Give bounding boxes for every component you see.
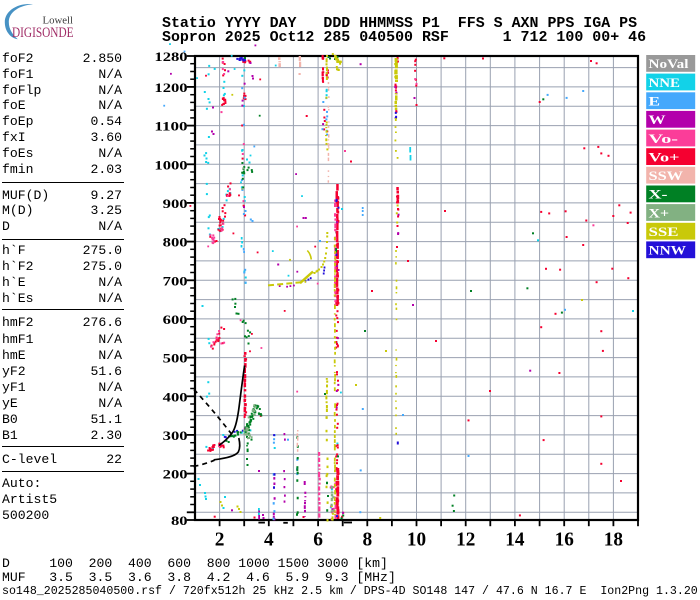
svg-text:12: 12	[456, 529, 475, 550]
svg-text:DIGISONDE: DIGISONDE	[12, 24, 74, 41]
svg-text:6: 6	[313, 529, 323, 550]
svg-text:500: 500	[163, 352, 188, 366]
svg-text:10: 10	[407, 529, 426, 550]
svg-text:Vo+: Vo+	[649, 149, 680, 164]
svg-text:300: 300	[163, 429, 188, 443]
svg-text:18: 18	[604, 529, 623, 550]
svg-text:1280: 1280	[154, 50, 187, 64]
svg-text:SSE: SSE	[649, 224, 679, 239]
svg-text:800: 800	[163, 236, 188, 250]
svg-text:2: 2	[215, 529, 225, 550]
svg-text:X-: X-	[649, 187, 668, 202]
svg-text:900: 900	[163, 197, 188, 211]
svg-text:400: 400	[163, 390, 188, 404]
svg-text:4: 4	[264, 529, 274, 550]
svg-text:80: 80	[171, 514, 188, 528]
svg-text:14: 14	[505, 529, 524, 550]
svg-text:8: 8	[362, 529, 372, 550]
svg-text:1100: 1100	[154, 120, 187, 134]
svg-text:200: 200	[163, 468, 188, 482]
svg-text:E: E	[649, 94, 661, 109]
svg-text:Lowell: Lowell	[43, 16, 74, 27]
svg-text:1200: 1200	[154, 81, 187, 95]
svg-text:W: W	[649, 112, 666, 127]
svg-text:600: 600	[163, 313, 188, 327]
svg-text:700: 700	[163, 274, 188, 288]
svg-text:X+: X+	[649, 205, 670, 220]
svg-text:Vo-: Vo-	[649, 131, 679, 146]
svg-text:16: 16	[555, 529, 574, 550]
svg-text:NoVal: NoVal	[649, 56, 689, 71]
svg-text:SSW: SSW	[649, 168, 684, 183]
svg-text:NNW: NNW	[649, 243, 687, 258]
svg-text:1000: 1000	[154, 158, 187, 172]
svg-text:NNE: NNE	[649, 75, 681, 90]
